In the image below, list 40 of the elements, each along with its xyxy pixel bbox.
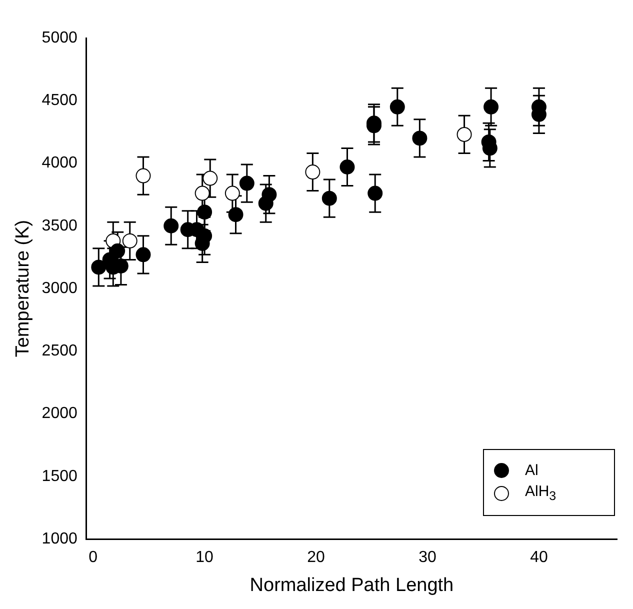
- y-tick-label: 5000: [42, 29, 78, 46]
- x-tick-label: 20: [307, 549, 326, 566]
- point: [322, 190, 337, 206]
- point: [164, 218, 179, 234]
- y-tick-label: 3500: [42, 217, 78, 234]
- y-tick-label: 4500: [42, 92, 78, 110]
- y-tick-label: 2000: [42, 405, 78, 422]
- y-tick-label: 3000: [42, 280, 78, 297]
- point: [484, 99, 499, 114]
- point: [239, 176, 254, 191]
- point: [136, 168, 151, 184]
- x-tick-label: 40: [530, 549, 548, 566]
- point: [202, 170, 218, 186]
- x-tick-label: 30: [418, 549, 436, 566]
- point: [91, 260, 106, 275]
- point: [390, 99, 405, 114]
- point: [110, 243, 126, 258]
- point: [194, 186, 210, 201]
- point: [197, 228, 212, 244]
- point: [122, 233, 138, 248]
- x-tick-label: 10: [196, 549, 214, 566]
- point: [228, 207, 244, 222]
- y-tick-label: 4000: [42, 154, 78, 172]
- point: [305, 164, 320, 180]
- legend-label: AlH$_{3}$: [525, 483, 556, 503]
- legend-label: Al: [525, 462, 538, 479]
- point: [224, 186, 240, 201]
- x-tick-label: 0: [88, 549, 98, 566]
- point: [340, 160, 355, 175]
- y-tick-label: 1000: [42, 530, 78, 548]
- y-axis-title: Temperature (K): [12, 220, 34, 358]
- point: [412, 130, 428, 146]
- x-axis-title: Normalized Path Length: [250, 574, 454, 596]
- point: [136, 247, 151, 262]
- point: [262, 187, 277, 202]
- point: [456, 126, 472, 142]
- point: [197, 204, 212, 220]
- y-tick-label: 1500: [42, 468, 78, 485]
- y-tick-label: 2500: [42, 342, 78, 360]
- point: [368, 186, 383, 201]
